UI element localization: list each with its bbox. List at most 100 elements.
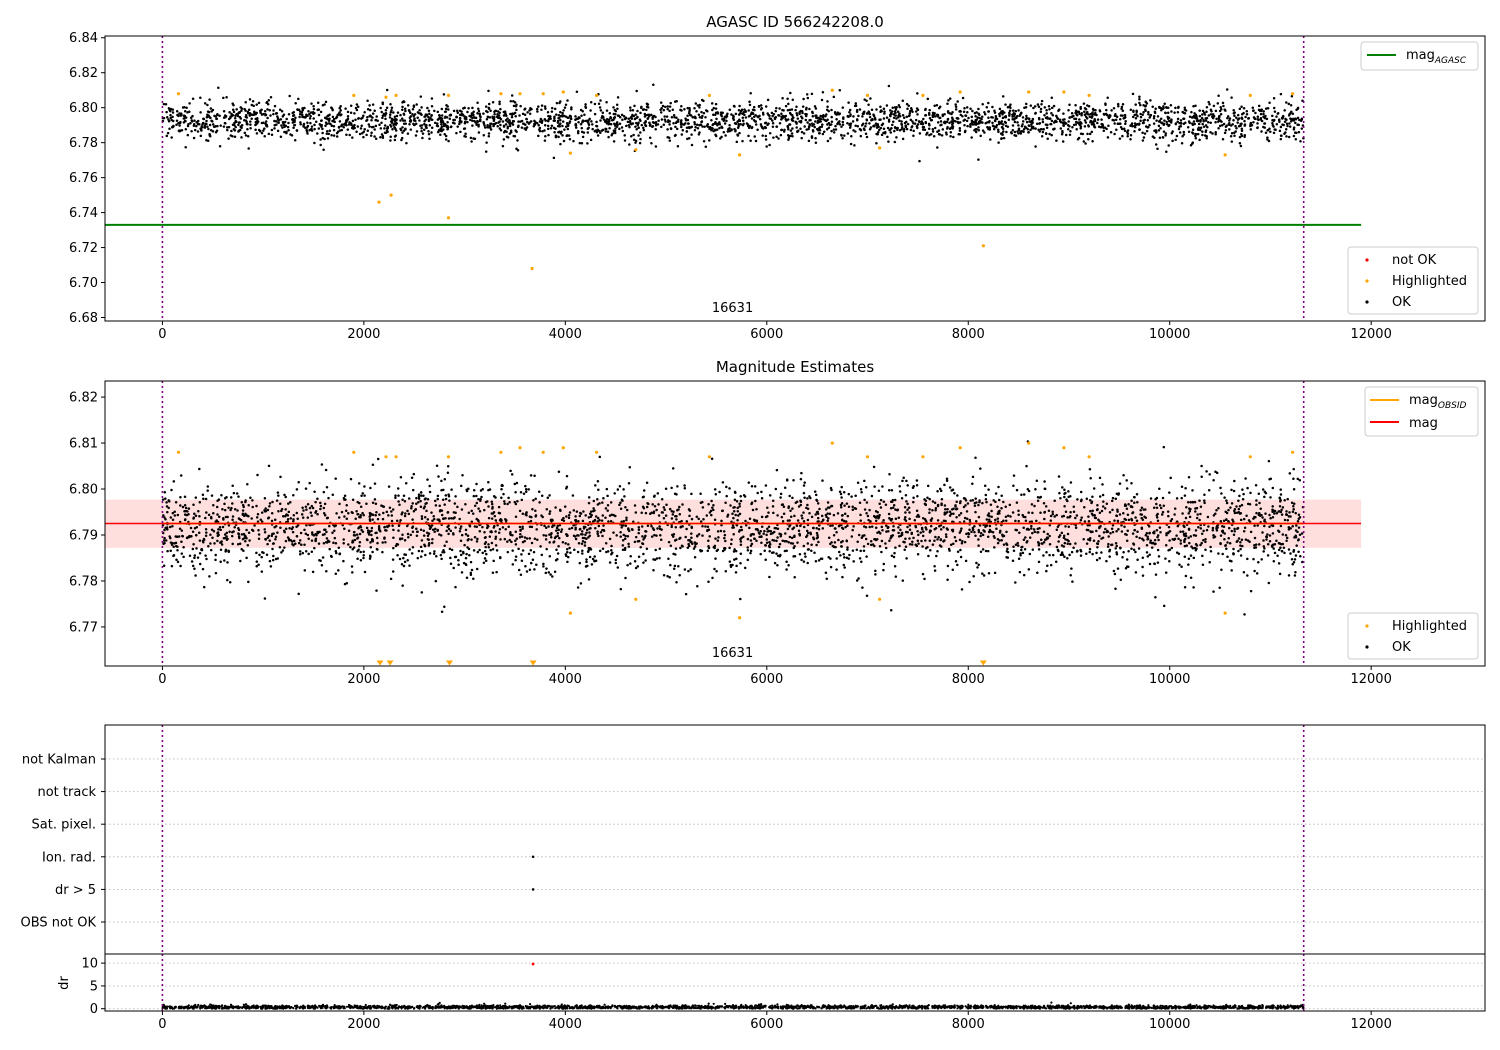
ok-point (674, 133, 677, 137)
ok-point (180, 540, 183, 544)
ok-point (287, 128, 290, 132)
ok-point (483, 508, 486, 512)
ok-point (1148, 116, 1151, 119)
ok-point (568, 511, 572, 514)
ok-point (529, 107, 532, 110)
ok-point (1003, 120, 1007, 124)
ok-point (1294, 534, 1297, 538)
ok-point (851, 549, 855, 552)
ok-point (183, 518, 187, 522)
ok-point (433, 530, 436, 534)
ok-point (1206, 121, 1210, 124)
ok-point (316, 108, 319, 112)
ok-point (1013, 112, 1017, 116)
ok-point (986, 549, 990, 553)
ok-point (814, 120, 817, 123)
ok-point (1209, 130, 1212, 134)
ok-point (513, 101, 517, 104)
ok-point (948, 112, 952, 115)
ok-point (303, 543, 306, 547)
ok-point (811, 124, 814, 128)
ok-point (892, 503, 896, 507)
ok-point (166, 528, 169, 531)
ok-point (735, 140, 739, 144)
ok-point (1145, 129, 1149, 133)
ok-point (1211, 115, 1214, 119)
ok-point (1036, 103, 1040, 106)
ok-point (877, 530, 881, 534)
ok-point (1279, 137, 1283, 141)
ok-point (1158, 119, 1161, 122)
ok-point (539, 120, 542, 124)
ok-point (981, 103, 984, 106)
ok-point (818, 507, 821, 511)
ok-point (959, 548, 962, 552)
ok-point (190, 120, 194, 123)
ok-point (533, 537, 537, 540)
highlighted-point (1248, 93, 1252, 97)
ok-point (724, 501, 727, 505)
ok-point (215, 117, 218, 121)
ok-point (909, 118, 913, 122)
ok-point (612, 140, 616, 143)
ok-point (505, 130, 508, 134)
ok-point (945, 120, 949, 124)
ok-point (1161, 136, 1165, 139)
ok-point (816, 116, 819, 120)
ok-point (758, 117, 762, 121)
ok-point (668, 109, 671, 113)
ok-point (637, 134, 640, 137)
ok-point (272, 554, 275, 558)
ok-point (231, 108, 235, 111)
ok-point (821, 115, 825, 118)
ok-point (587, 123, 591, 127)
ok-point (311, 506, 315, 510)
ok-point (1281, 114, 1285, 118)
ok-point (996, 517, 1000, 520)
ok-point (784, 104, 788, 108)
ok-point (233, 121, 236, 125)
ok-point (553, 119, 557, 122)
ok-point (223, 533, 227, 536)
ok-point (545, 507, 549, 511)
ok-point (1163, 119, 1166, 122)
ok-point (1072, 510, 1076, 514)
ok-point (1021, 120, 1025, 123)
ok-point (509, 130, 513, 134)
ok-point (293, 139, 297, 142)
ok-point (1017, 128, 1021, 132)
ok-point (1232, 118, 1235, 122)
ok-point (1178, 563, 1181, 567)
ok-point (300, 111, 304, 114)
ok-point (1077, 136, 1081, 140)
ok-point (739, 495, 742, 498)
ok-point (563, 128, 566, 131)
ok-point (1200, 116, 1204, 120)
ok-point (1170, 110, 1173, 113)
ok-point (992, 127, 996, 131)
ok-point (988, 120, 991, 123)
ok-point (189, 116, 193, 119)
ok-point (788, 123, 791, 126)
ok-point (1274, 128, 1277, 131)
ok-point (729, 565, 733, 569)
ok-point (895, 136, 898, 139)
ok-point (523, 536, 527, 539)
ok-point (439, 133, 442, 136)
ok-point (436, 124, 440, 128)
ok-point (669, 563, 672, 567)
ok-point (524, 488, 528, 491)
ok-point (921, 122, 925, 126)
ok-point (325, 569, 328, 573)
ok-point (564, 103, 568, 106)
ok-point (1130, 122, 1134, 125)
ok-point (779, 492, 783, 496)
ok-point (444, 138, 448, 141)
ok-point (676, 145, 680, 148)
ok-point (822, 130, 826, 134)
ok-point (961, 96, 965, 100)
ok-point (618, 484, 622, 488)
ok-point (851, 528, 854, 532)
ok-point (978, 116, 981, 120)
ok-point (581, 549, 584, 553)
